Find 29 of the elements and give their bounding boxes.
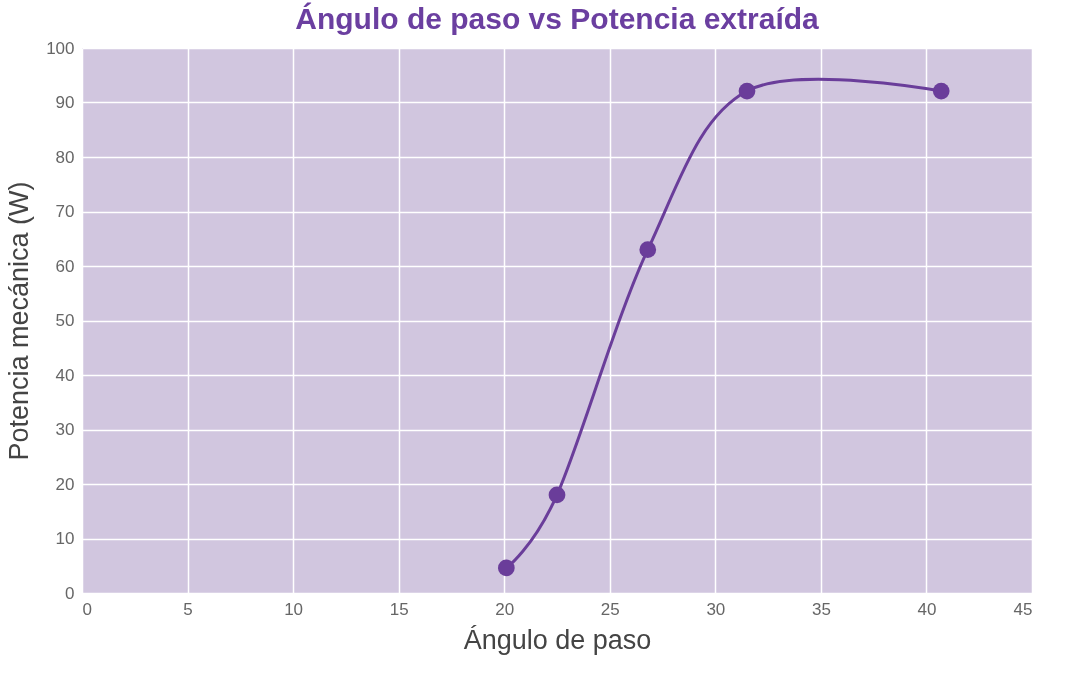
- x-tick-label: 5: [183, 599, 193, 619]
- x-tick-label: 40: [917, 599, 937, 619]
- y-tick-label: 60: [55, 256, 75, 276]
- y-tick-label: 40: [55, 365, 75, 385]
- x-tick-label: 30: [706, 599, 726, 619]
- chart-title: Ángulo de paso vs Potencia extraída: [295, 2, 820, 35]
- y-tick-label: 30: [55, 420, 75, 439]
- x-tick-label: 15: [389, 599, 409, 619]
- point: [497, 559, 515, 577]
- y-tick-label: 10: [55, 529, 75, 548]
- point: [548, 486, 566, 504]
- y-tick-label: 0: [65, 583, 75, 603]
- x-tick-label: 35: [811, 599, 831, 619]
- y-axis-title: Potencia mecánica (W): [4, 181, 35, 461]
- y-tick-label: 50: [55, 311, 75, 330]
- x-tick-label: 10: [284, 599, 304, 619]
- x-tick-label: 45: [1013, 599, 1033, 619]
- x-axis-title: Ángulo de paso: [463, 624, 652, 655]
- x-tick-label: 25: [600, 599, 620, 619]
- x-tick-label: 0: [82, 599, 92, 619]
- x-tick-label: 20: [495, 599, 515, 619]
- y-tick-label: 70: [55, 202, 75, 221]
- point: [932, 82, 950, 100]
- y-tick-label: 90: [55, 93, 75, 112]
- y-tick-label: 20: [55, 474, 75, 494]
- y-tick-label: 80: [55, 147, 75, 167]
- y-tick-label: 100: [46, 38, 75, 58]
- point: [738, 82, 756, 100]
- point: [639, 241, 657, 258]
